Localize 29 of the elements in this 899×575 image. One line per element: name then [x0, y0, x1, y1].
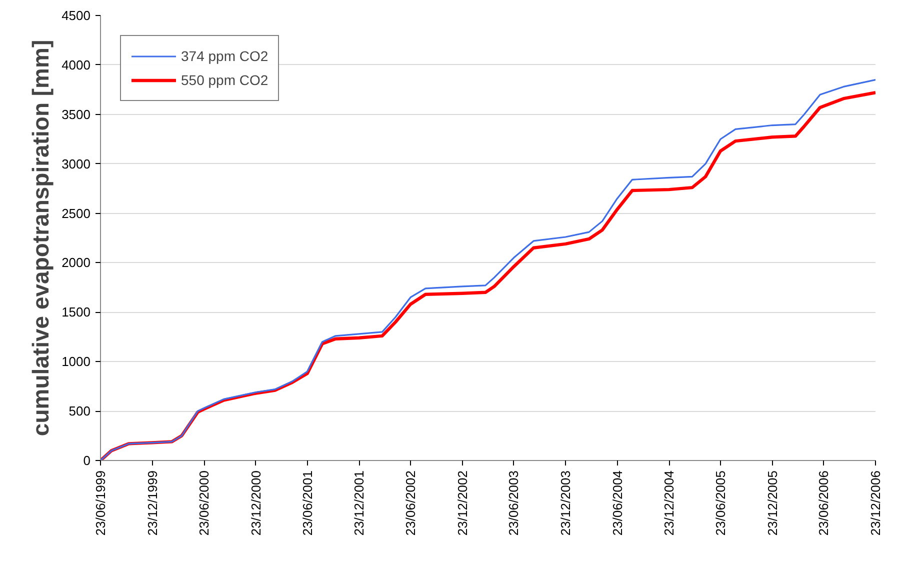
x-tick-label: 23/06/2005 — [713, 470, 728, 536]
x-tick-label: 23/12/2006 — [868, 470, 883, 536]
x-tick-label: 23/12/2002 — [454, 470, 470, 536]
y-tick-label: 500 — [68, 404, 91, 419]
x-tick-label: 23/06/2002 — [403, 470, 418, 536]
x-tick-label: 23/06/2006 — [816, 470, 832, 536]
legend-label: 550 ppm CO2 — [181, 72, 268, 88]
x-tick-label: 23/12/2001 — [352, 470, 367, 536]
y-axis-title: cumulative evapotranspiration [mm] — [28, 40, 54, 436]
y-tick-label: 2000 — [62, 255, 90, 270]
x-tick-label: 23/06/2003 — [506, 470, 522, 536]
x-tick-label: 23/06/2001 — [300, 470, 315, 536]
x-tick-label: 23/12/2003 — [558, 470, 573, 536]
y-tick-label: 0 — [83, 453, 91, 468]
y-tick-label: 1500 — [62, 304, 90, 320]
x-tick-label: 23/06/1999 — [93, 470, 108, 536]
x-tick-label: 23/12/2000 — [248, 470, 264, 536]
x-tick-label: 23/06/2004 — [610, 470, 625, 536]
x-tick-label: 23/12/2005 — [764, 470, 780, 536]
y-tick-label: 3500 — [62, 106, 90, 122]
x-tick-label: 23/12/2004 — [662, 470, 677, 536]
x-tick-label: 23/06/2000 — [196, 470, 212, 536]
legend-label: 374 ppm CO2 — [181, 48, 268, 64]
y-tick-label: 2500 — [62, 206, 90, 221]
y-tick-label: 1000 — [62, 354, 90, 370]
y-tick-label: 4000 — [62, 57, 90, 72]
x-tick-label: 23/12/1999 — [144, 470, 160, 536]
y-tick-label: 4500 — [62, 8, 90, 23]
y-tick-label: 3000 — [62, 156, 90, 172]
